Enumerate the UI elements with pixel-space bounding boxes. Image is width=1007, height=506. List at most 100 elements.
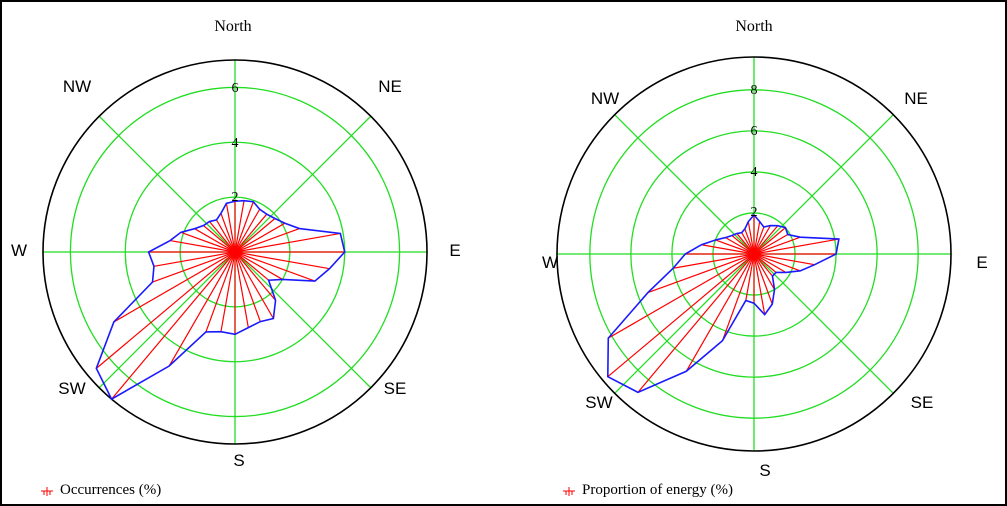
data-spoke [753, 225, 779, 255]
left-label-north: North [214, 18, 252, 35]
grid-spoke [614, 114, 755, 255]
data-outline [606, 213, 840, 394]
data-spoke [607, 253, 755, 378]
data-spoke [225, 203, 236, 253]
data-spoke [745, 253, 755, 301]
data-spoke [234, 251, 283, 280]
right-tick-2: 2 [750, 205, 758, 220]
right-tick-8: 8 [750, 83, 758, 98]
data-spoke [685, 253, 755, 372]
right-tick-6: 6 [750, 124, 758, 139]
data-spoke [234, 251, 261, 322]
data-spoke [168, 251, 236, 367]
data-spoke [753, 227, 786, 255]
data-spoke [234, 218, 276, 253]
right-label-e: E [976, 253, 988, 272]
data-spoke [753, 253, 777, 273]
right-legend: Proportion of energy (%) [562, 482, 733, 499]
data-spoke [753, 253, 801, 272]
data-spoke [731, 235, 755, 255]
data-spoke [744, 228, 755, 255]
data-spoke [753, 253, 776, 290]
data-spoke [234, 251, 277, 301]
left-legend: Occurrences (%) [40, 482, 161, 499]
grid-spoke [234, 115, 372, 253]
data-spoke [220, 213, 236, 253]
left-tick-6: 6 [231, 81, 239, 96]
data-spoke [113, 251, 236, 323]
left-label-ne: NE [378, 77, 402, 96]
data-spoke [234, 208, 261, 253]
right-label-north: North [735, 18, 773, 35]
data-spoke [203, 225, 236, 253]
data-spoke [234, 200, 245, 253]
data-spoke [215, 219, 236, 253]
data-spoke [152, 251, 236, 283]
data-spoke [736, 233, 755, 255]
right-label-se: SE [910, 393, 934, 412]
data-spoke [234, 251, 330, 270]
grid-spoke [98, 251, 236, 389]
grid-spoke [753, 253, 894, 394]
legend-marker-icon [562, 485, 576, 497]
left-label-sw: SW [58, 379, 86, 398]
data-spoke [753, 253, 815, 266]
data-spoke [721, 253, 755, 341]
data-spoke [747, 221, 755, 255]
data-spoke [753, 225, 771, 255]
data-spoke [234, 227, 300, 253]
data-spoke [111, 251, 236, 400]
data-spoke [205, 251, 236, 333]
data-spoke [234, 251, 270, 281]
right-label-sw: SW [585, 393, 613, 412]
left-tick-2: 2 [231, 190, 239, 205]
data-spoke [234, 222, 286, 253]
data-spoke [95, 251, 236, 369]
data-spoke [220, 251, 236, 332]
outer-circle [556, 56, 952, 452]
data-spoke [647, 253, 755, 294]
data-spoke [180, 231, 236, 253]
data-spoke [234, 201, 254, 253]
right-tick-4: 4 [750, 165, 758, 180]
outer-circle [42, 59, 428, 445]
grid-spoke [614, 253, 755, 394]
data-spoke [753, 221, 761, 255]
left-label-s: S [233, 451, 245, 470]
data-spoke [234, 251, 316, 282]
data-spoke [673, 253, 755, 269]
data-spoke [208, 221, 236, 253]
data-spoke [753, 238, 839, 255]
data-spoke [170, 239, 236, 253]
data-spoke [607, 253, 755, 339]
data-spoke [637, 253, 755, 393]
data-spoke [753, 253, 787, 273]
right-label-s: S [759, 461, 771, 480]
data-spoke [194, 228, 236, 253]
data-spoke [234, 251, 274, 319]
legend-marker-icon [40, 485, 54, 497]
data-spoke [753, 253, 773, 305]
right-label-w: W [541, 253, 559, 272]
left-label-w: W [10, 241, 28, 260]
grid-spoke [98, 115, 236, 253]
data-spoke [234, 232, 341, 253]
data-spoke [701, 244, 755, 255]
data-spoke [741, 232, 755, 255]
left-label-e: E [449, 241, 461, 260]
data-spoke [234, 251, 249, 328]
right-label-nw: NW [590, 89, 620, 108]
data-spoke [753, 236, 801, 255]
right-legend-label: Proportion of energy (%) [582, 482, 733, 498]
left-legend-label: Occurrences (%) [60, 482, 162, 498]
data-spoke [715, 239, 755, 255]
left-label-nw: NW [62, 77, 92, 96]
right-label-ne: NE [904, 89, 928, 108]
data-spoke [753, 253, 766, 315]
data-spoke [153, 251, 236, 267]
data-spoke [725, 237, 755, 255]
left-label-se: SE [383, 379, 407, 398]
data-outline [95, 199, 346, 401]
